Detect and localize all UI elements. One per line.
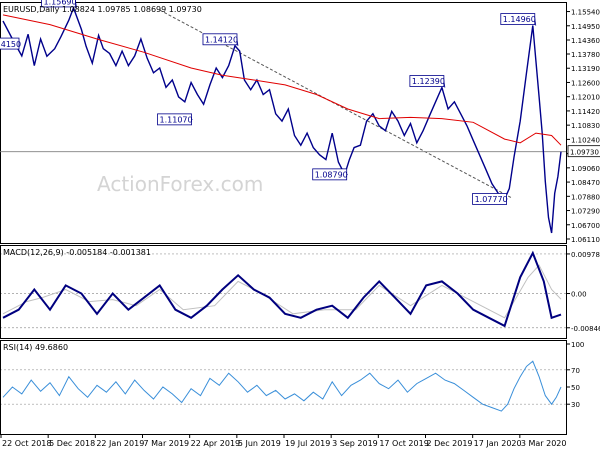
y-tick-label-price: 1.13190	[571, 65, 600, 73]
x-tick-label: 22 Apr 2019	[191, 439, 240, 448]
annotation-label: 1.07770	[475, 195, 508, 204]
annotation-label: 1.14960	[503, 15, 536, 24]
x-tick-label: 17 Oct 2019	[379, 439, 428, 448]
annotation-leader	[534, 18, 537, 26]
annotation-box	[500, 13, 536, 25]
macd-line	[2, 250, 562, 328]
current-price-label: 1.09730	[570, 149, 599, 157]
x-tick-label: 22 Jan 2019	[96, 439, 144, 448]
left-edge-label: 1.14150	[0, 40, 21, 49]
annotation-leader	[443, 80, 446, 88]
annotation-label: 1.08790	[315, 170, 348, 179]
y-tick-label-price: 1.06700	[571, 222, 600, 230]
annotation-label: 1.11070	[160, 115, 193, 124]
left-edge-box	[0, 37, 20, 50]
y-tick-label-price: 1.09060	[571, 165, 600, 173]
y-tick-label-rsi: 70	[571, 367, 580, 375]
y-tick-label-price: 1.11420	[571, 108, 600, 116]
y-tick-label-price: 1.10830	[571, 122, 600, 130]
watermark: ActionForex.com	[97, 172, 263, 196]
x-tick-label: 3 Mar 2020	[521, 439, 567, 448]
y-tick-label-rsi: 50	[571, 384, 580, 392]
macd-title: MACD(12,26,9) -0.005184 -0.001381	[3, 248, 151, 257]
y-tick-label-price: 1.15540	[571, 9, 600, 17]
y-tick-label-price: 1.07880	[571, 193, 600, 201]
x-tick-label: 2 Dec 2019	[427, 439, 473, 448]
x-tick-label: 19 Jul 2019	[285, 439, 330, 448]
annotation-leader	[236, 39, 239, 46]
x-tick-label: 7 Mar 2019	[144, 439, 190, 448]
annotation-label: 1.12390	[412, 77, 445, 86]
y-tick-label-price: 1.13780	[571, 51, 600, 59]
rsi-line	[2, 360, 562, 412]
current-price-box	[567, 145, 600, 158]
x-tick-label: 5 Jun 2019	[238, 439, 281, 448]
y-tick-label-price: 1.14360	[571, 37, 600, 45]
price-line	[2, 5, 562, 234]
panel-border-rsi	[0, 340, 567, 435]
y-tick-label-macd: 0.00	[571, 291, 587, 299]
x-tick-label: 3 Sep 2019	[332, 439, 378, 448]
y-tick-label-price: 1.08470	[571, 179, 600, 187]
y-tick-label-price: 1.12600	[571, 79, 600, 87]
chart-header: EURUSD,Daily 1.08824 1.09785 1.08699 1.0…	[3, 5, 202, 14]
y-tick-label-price: 1.07290	[571, 208, 600, 216]
x-tick-label: 17 Jan 2020	[474, 439, 522, 448]
y-tick-label-price: 1.06110	[571, 236, 600, 244]
panel-border-price	[0, 2, 567, 244]
x-tick-label: 22 Oct 2018	[2, 439, 51, 448]
y-tick-label-rsi: 30	[571, 401, 580, 409]
annotation-label: 1.15690	[44, 0, 77, 6]
y-tick-label-price: 1.10240	[571, 136, 600, 144]
x-tick-label: 5 Dec 2018	[49, 439, 95, 448]
y-tick-label-price: 1.14950	[571, 23, 600, 31]
y-tick-label-rsi: 100	[571, 341, 584, 349]
panel-border-macd	[0, 245, 567, 339]
moving-average-line	[2, 14, 562, 146]
annotation-label: 1.14120	[205, 35, 238, 44]
rsi-title: RSI(14) 49.6860	[3, 343, 68, 352]
annotation-leader	[75, 1, 77, 8]
y-tick-label-price: 1.12010	[571, 94, 600, 102]
y-tick-label-macd: -0.008464	[571, 325, 600, 333]
